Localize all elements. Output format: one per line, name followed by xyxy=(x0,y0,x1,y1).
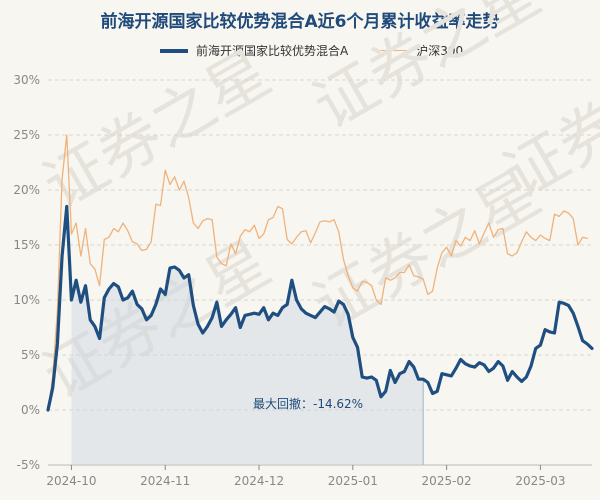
legend-label-index: 沪深300 xyxy=(416,44,464,58)
x-tick-label: 2024-12 xyxy=(234,474,284,488)
watermark-text: 证券之星 xyxy=(301,0,552,143)
legend: 前海开源国家比较优势混合A 沪深300 xyxy=(160,42,495,59)
fund-series-line xyxy=(46,204,594,412)
legend-swatch-index xyxy=(380,50,409,51)
legend-label-fund: 前海开源国家比较优势混合A xyxy=(196,44,349,58)
y-tick-label: 30% xyxy=(13,73,40,87)
max-drawdown-area xyxy=(71,267,424,465)
x-tick-label: 2025-02 xyxy=(422,474,472,488)
y-tick-label: 15% xyxy=(13,238,40,252)
x-tick-label: 2024-11 xyxy=(140,474,190,488)
x-tick-label: 2025-03 xyxy=(515,474,565,488)
y-tick-label: 25% xyxy=(13,128,40,142)
max-drawdown-label: 最大回撤：-14.62% xyxy=(253,396,363,411)
y-tick-label: 20% xyxy=(13,183,40,197)
y-tick-label: -5% xyxy=(17,458,40,472)
x-tick-label: 2025-01 xyxy=(328,474,378,488)
y-tick-label: 0% xyxy=(21,403,40,417)
chart-title: 前海开源国家比较优势混合A近6个月累计收益率走势 xyxy=(100,12,500,32)
legend-item-fund[interactable]: 前海开源国家比较优势混合A xyxy=(160,42,348,59)
y-tick-label: 10% xyxy=(13,293,40,307)
index-series-line xyxy=(47,134,588,411)
x-tick-label: 2024-10 xyxy=(46,474,96,488)
watermark-text: 证券之星 xyxy=(31,36,282,223)
y-tick-label: 5% xyxy=(21,348,40,362)
legend-item-index[interactable]: 沪深300 xyxy=(380,42,463,59)
legend-swatch-fund xyxy=(160,48,188,53)
